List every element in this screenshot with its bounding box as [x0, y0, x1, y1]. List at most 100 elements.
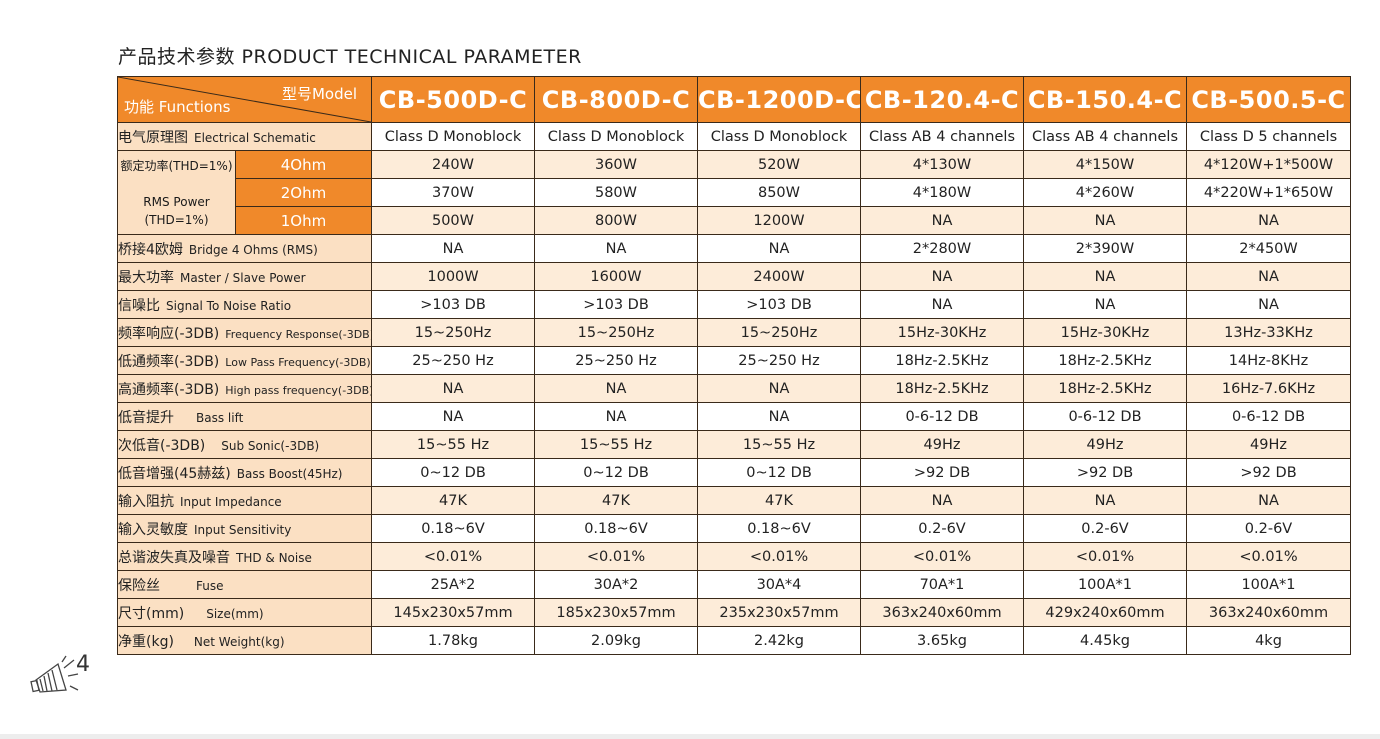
table-cell: 0~12 DB [371, 458, 535, 487]
table-cell: 47K [371, 486, 535, 515]
table-cell: 4kg [1186, 626, 1351, 655]
label-cn: 低音增强(45赫兹) [118, 465, 231, 482]
table-cell: 0~12 DB [534, 458, 698, 487]
table-cell: 429x240x60mm [1023, 598, 1187, 627]
label-en: High pass frequency(-3DB) [225, 383, 372, 397]
row-label: 电气原理图 Electrical Schematic [117, 122, 372, 151]
table-cell: 1600W [534, 262, 698, 291]
table-cell: 49Hz [1186, 430, 1351, 459]
table-cell: 580W [534, 178, 698, 207]
label-cn: 最大功率 [118, 269, 175, 286]
table-cell: 25~250 Hz [534, 346, 698, 375]
table-cell: 18Hz-2.5KHz [860, 374, 1024, 403]
table-cell: <0.01% [860, 542, 1024, 571]
table-cell: >103 DB [371, 290, 535, 319]
table-cell: NA [534, 402, 698, 431]
table-cell: <0.01% [1186, 542, 1351, 571]
table-cell: NA [534, 234, 698, 263]
table-cell: 185x230x57mm [534, 598, 698, 627]
table-cell: 1.78kg [371, 626, 535, 655]
row-label: 总谐波失真及噪音 THD & Noise [117, 542, 372, 571]
label-cn: 频率响应(-3DB) [118, 325, 220, 342]
table-cell: 16Hz-7.6KHz [1186, 374, 1351, 403]
table-cell: 500W [371, 206, 535, 235]
table-cell: 363x240x60mm [860, 598, 1024, 627]
table-cell: NA [697, 234, 861, 263]
table-cell: 3.65kg [860, 626, 1024, 655]
table-cell: 0.18~6V [534, 514, 698, 543]
label-en: Bass Boost(45Hz) [236, 466, 343, 481]
label-cn: 低通频率(-3DB) [118, 353, 220, 370]
table-cell: 13Hz-33KHz [1186, 318, 1351, 347]
table-cell: NA [860, 262, 1024, 291]
table-cell: 0-6-12 DB [860, 402, 1024, 431]
label-en: Electrical Schematic [194, 130, 316, 145]
label-en: Bass lift [196, 410, 244, 425]
row-label: 最大功率 Master / Slave Power [117, 262, 372, 291]
spec-table: 型号Model 功能 Functions CB-500D-C CB-800D-C… [117, 76, 1351, 655]
table-cell: 4*130W [860, 150, 1024, 179]
table-cell: 15Hz-30KHz [860, 318, 1024, 347]
table-cell: 1000W [371, 262, 535, 291]
table-row: 输入灵敏度 Input Sensitivity 0.18~6V 0.18~6V 0… [117, 514, 1351, 543]
row-label: 输入灵敏度 Input Sensitivity [117, 514, 372, 543]
table-cell: <0.01% [534, 542, 698, 571]
page-title: 产品技术参数 PRODUCT TECHNICAL PARAMETER [118, 46, 582, 68]
row-label: 桥接4欧姆 Bridge 4 Ohms (RMS) [117, 234, 372, 263]
table-cell: 2.42kg [697, 626, 861, 655]
row-label: 高通频率(-3DB) High pass frequency(-3DB) [117, 374, 372, 403]
table-cell: 2*390W [1023, 234, 1187, 263]
table-cell: NA [1023, 262, 1187, 291]
table-row: 信噪比 Signal To Noise Ratio >103 DB >103 DB… [117, 290, 1351, 319]
table-row: 额定功率(THD=1%) RMS Power (THD=1%) 4Ohm 240… [117, 150, 1351, 235]
table-cell: NA [371, 374, 535, 403]
table-cell: 47K [534, 486, 698, 515]
table-cell: 2400W [697, 262, 861, 291]
table-cell: 235x230x57mm [697, 598, 861, 627]
table-cell: 0-6-12 DB [1023, 402, 1187, 431]
table-row: 低通频率(-3DB) Low Pass Frequency(-3DB) 25~25… [117, 346, 1351, 375]
table-cell: 145x230x57mm [371, 598, 535, 627]
label-cn: 尺寸(mm) [118, 605, 185, 622]
row-label: 次低音(-3DB) Sub Sonic(-3DB) [117, 430, 372, 459]
row-label: 低音增强(45赫兹) Bass Boost(45Hz) [117, 458, 372, 487]
table-cell: NA [1023, 206, 1187, 235]
label-en: Sub Sonic(-3DB) [221, 438, 320, 453]
table-cell: 363x240x60mm [1186, 598, 1351, 627]
row-label: 保险丝 Fuse [117, 570, 372, 599]
table-cell: 0.2-6V [1023, 514, 1187, 543]
label-cn: 桥接4欧姆 [118, 241, 183, 258]
label-cn: 输入灵敏度 [118, 521, 189, 538]
table-cell: 49Hz [860, 430, 1024, 459]
megaphone-icon [30, 655, 79, 693]
table-cell: 30A*4 [697, 570, 861, 599]
table-cell: NA [697, 402, 861, 431]
table-corner-header: 型号Model 功能 Functions [117, 76, 372, 123]
label-en: Master / Slave Power [180, 270, 306, 285]
page-number: 4 [76, 652, 90, 677]
table-row: 输入阻抗 Input Impedance 47K 47K 47K NA NA NA [117, 486, 1351, 515]
table-cell: >103 DB [534, 290, 698, 319]
label-cn: 净重(kg) [118, 633, 174, 650]
functions-header-label: 功能 Functions [124, 98, 231, 116]
table-cell: 850W [697, 178, 861, 207]
table-cell: Class D Monoblock [534, 122, 698, 151]
table-cell: 47K [697, 486, 861, 515]
table-cell: 25~250 Hz [697, 346, 861, 375]
ohm-label: 2Ohm [235, 178, 372, 207]
table-cell: 0~12 DB [697, 458, 861, 487]
label-cn: 次低音(-3DB) [118, 437, 206, 454]
row-label: 信噪比 Signal To Noise Ratio [117, 290, 372, 319]
table-cell: NA [1186, 290, 1351, 319]
table-row: 净重(kg) Net Weight(kg) 1.78kg 2.09kg 2.42k… [117, 626, 1351, 655]
label-cn: 保险丝 [118, 577, 161, 594]
label-cn: 低音提升 [118, 409, 175, 426]
table-cell: NA [371, 402, 535, 431]
table-cell: 15~55 Hz [371, 430, 535, 459]
rms-power-label: 额定功率(THD=1%) RMS Power (THD=1%) [117, 150, 236, 235]
table-cell: 4*150W [1023, 150, 1187, 179]
table-cell: 14Hz-8KHz [1186, 346, 1351, 375]
table-cell: 25A*2 [371, 570, 535, 599]
label-en: Net Weight(kg) [193, 634, 285, 649]
table-cell: 15~55 Hz [697, 430, 861, 459]
